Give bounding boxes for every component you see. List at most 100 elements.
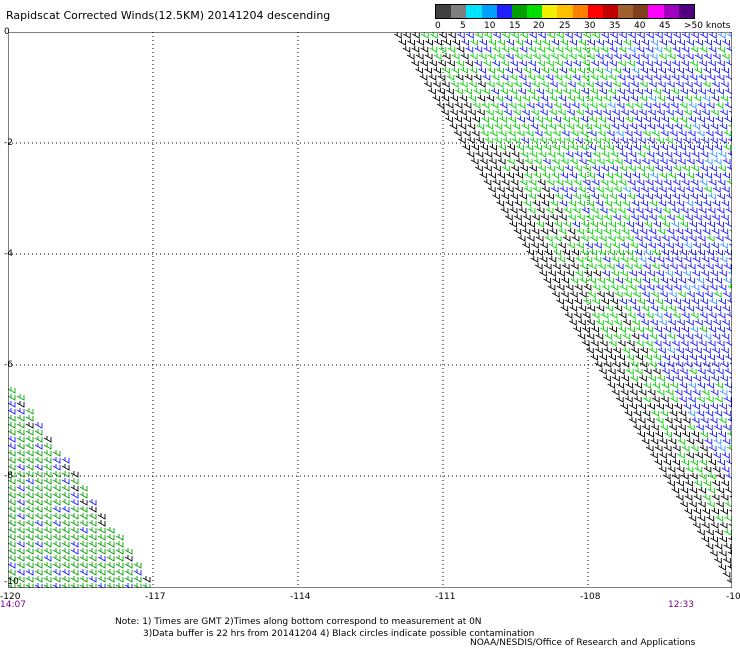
wind-barb [531,214,540,221]
wind-barb [672,60,680,67]
wind-barb [583,151,592,158]
wind-barb [608,221,616,228]
wind-barb [553,235,562,242]
wind-barb [547,151,556,158]
wind-barb [607,235,616,242]
wind-barb [704,172,713,179]
wind-barb [659,438,668,445]
wind-barb [451,67,460,74]
wind-barb [492,60,500,67]
wind-barb [632,291,641,298]
wind-barb [669,130,678,137]
wind-barb [618,60,626,67]
wind-barb [487,186,496,193]
wind-barb [697,116,705,123]
wind-barb [647,270,655,277]
wind-barb [513,214,522,221]
wind-barb [499,116,507,123]
wind-barb [639,361,648,368]
wind-barb [610,165,618,172]
wind-barb [667,466,676,473]
wind-speed-legend: 0 5 10 15 20 25 30 35 40 45 >50 knots [435,4,731,32]
wind-barb [673,298,681,305]
wind-barb [510,179,519,186]
wind-barb [531,228,540,235]
wind-barb [70,569,79,576]
wind-barb [548,123,557,130]
wind-barb [70,527,79,534]
wind-barb [97,569,106,576]
wind-barb [34,492,43,499]
wind-barb [547,284,556,291]
wind-barb [505,67,514,74]
wind-barb [727,298,732,304]
wind-barb [592,284,601,291]
wind-barb [511,165,519,172]
wind-barb [680,221,688,228]
wind-barb [719,389,728,396]
wind-barb [681,326,689,333]
wind-barb [678,410,687,417]
wind-barb [695,172,704,179]
wind-barb [709,431,717,438]
wind-barb [720,228,729,235]
wind-barb [34,583,43,588]
wind-barb [716,221,724,228]
wind-barb [663,179,672,186]
wind-barb [611,109,620,116]
wind-barb [722,291,731,298]
wind-barb [697,249,705,256]
wind-barb [8,478,16,485]
wind-barb [720,81,729,88]
wind-barb [641,305,650,312]
wind-barb [657,81,666,88]
wind-barb [612,95,621,102]
wind-barb [620,403,628,410]
wind-barb [591,179,600,186]
wind-barb [669,424,677,431]
wind-barb [683,109,692,116]
wind-barb [618,179,627,186]
wind-barb [572,74,581,81]
wind-barb [589,249,597,256]
wind-barb [527,207,536,214]
wind-barb [79,576,88,583]
wind-barb [8,436,16,443]
wind-barb [662,207,671,214]
wind-barb [587,305,596,312]
wind-barb [573,312,582,319]
wind-barb [697,235,706,242]
wind-barb [727,431,732,437]
wind-barb [668,39,676,46]
wind-barb [630,95,639,102]
wind-barb [667,67,676,74]
wind-barb [646,431,654,438]
wind-barb [692,137,700,144]
wind-barb [663,445,672,452]
wind-barb [686,158,695,165]
wind-barb [688,235,697,242]
wind-barb [649,319,658,326]
wind-barb [587,291,596,298]
wind-barb [612,228,621,235]
wind-barb [628,151,637,158]
wind-barb [79,506,88,513]
wind-barb [604,186,613,193]
wind-barb [580,116,588,123]
wind-barb [663,459,672,466]
wind-barb [728,403,732,408]
wind-barb [43,520,52,527]
wind-barb [8,506,16,513]
wind-barb [498,144,506,151]
wind-barb [719,109,728,116]
wind-barb [637,151,646,158]
wind-barb [43,583,52,588]
wind-barb [584,270,592,277]
wind-barb [509,88,517,95]
wind-barb [681,46,690,53]
wind-barb [524,158,533,165]
wind-barb [703,319,712,326]
wind-barb [690,193,698,200]
wind-barb [674,270,682,277]
wind-barb [589,102,598,109]
